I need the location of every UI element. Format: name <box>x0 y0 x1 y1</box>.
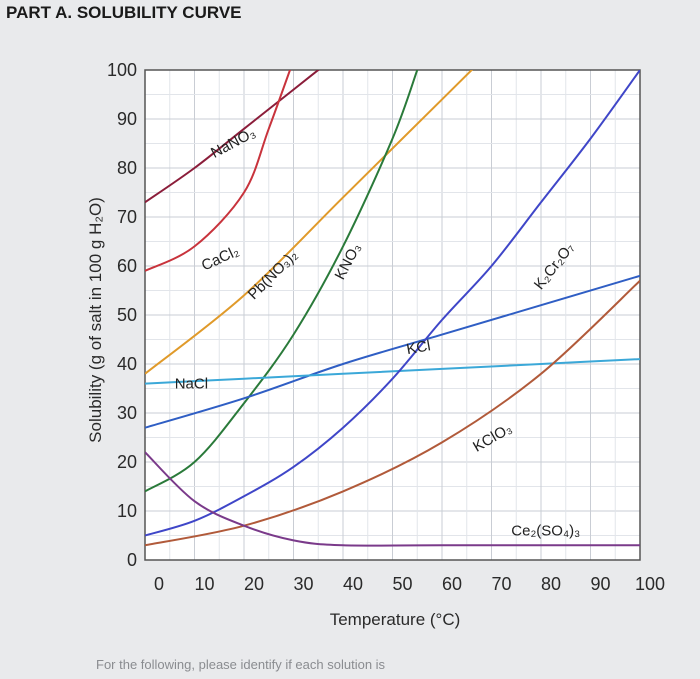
y-tick-label: 40 <box>117 354 137 374</box>
y-tick-label: 70 <box>117 207 137 227</box>
chart-ticks: 0 10 20 30 40 50 60 70 80 90 100 0 10 20 30 40 50 60 70 80 9… <box>107 60 665 594</box>
y-tick-label: 90 <box>117 109 137 129</box>
x-tick-label: 10 <box>194 574 214 594</box>
series-line <box>145 70 474 375</box>
chart-axes <box>144 69 641 561</box>
series-label: NaCl <box>175 376 208 393</box>
x-tick-label: 40 <box>343 574 363 594</box>
series-line <box>145 451 640 547</box>
x-tick-label: 0 <box>154 574 164 594</box>
y-tick-label: 0 <box>127 550 137 570</box>
page-heading: PART A. SOLUBILITY CURVE <box>6 3 242 22</box>
footer-instruction: For the following, please identify if ea… <box>96 657 386 672</box>
y-tick-label: 30 <box>117 403 137 423</box>
series-line <box>145 70 419 493</box>
x-tick-label: 50 <box>392 574 412 594</box>
series-label: KCl <box>405 337 432 358</box>
x-tick-label: 70 <box>491 574 511 594</box>
x-axis-label: Temperature (°C) <box>330 610 461 629</box>
x-tick-label: 60 <box>442 574 462 594</box>
series-label: Ce₂(SO₄)₃ <box>511 523 580 540</box>
chart-series <box>145 70 640 547</box>
x-tick-label: 20 <box>244 574 264 594</box>
y-tick-label: 60 <box>117 256 137 276</box>
x-tick-label: 80 <box>541 574 561 594</box>
y-axis-label: Solubility (g of salt in 100 g H₂O) <box>86 197 105 443</box>
series-line <box>145 274 640 429</box>
y-tick-label: 80 <box>117 158 137 178</box>
y-tick-label: 50 <box>117 305 137 325</box>
x-tick-label: 90 <box>590 574 610 594</box>
series-line <box>145 70 640 537</box>
chart-grid <box>145 70 640 560</box>
series-line <box>145 279 640 547</box>
series-line <box>145 70 292 272</box>
x-tick-label: 30 <box>293 574 313 594</box>
y-tick-label: 20 <box>117 452 137 472</box>
series-line <box>145 70 320 204</box>
y-tick-label: 100 <box>107 60 137 80</box>
plot-frame <box>144 69 641 561</box>
y-tick-label: 10 <box>117 501 137 521</box>
series-line <box>145 358 640 385</box>
x-tick-label: 100 <box>635 574 665 594</box>
